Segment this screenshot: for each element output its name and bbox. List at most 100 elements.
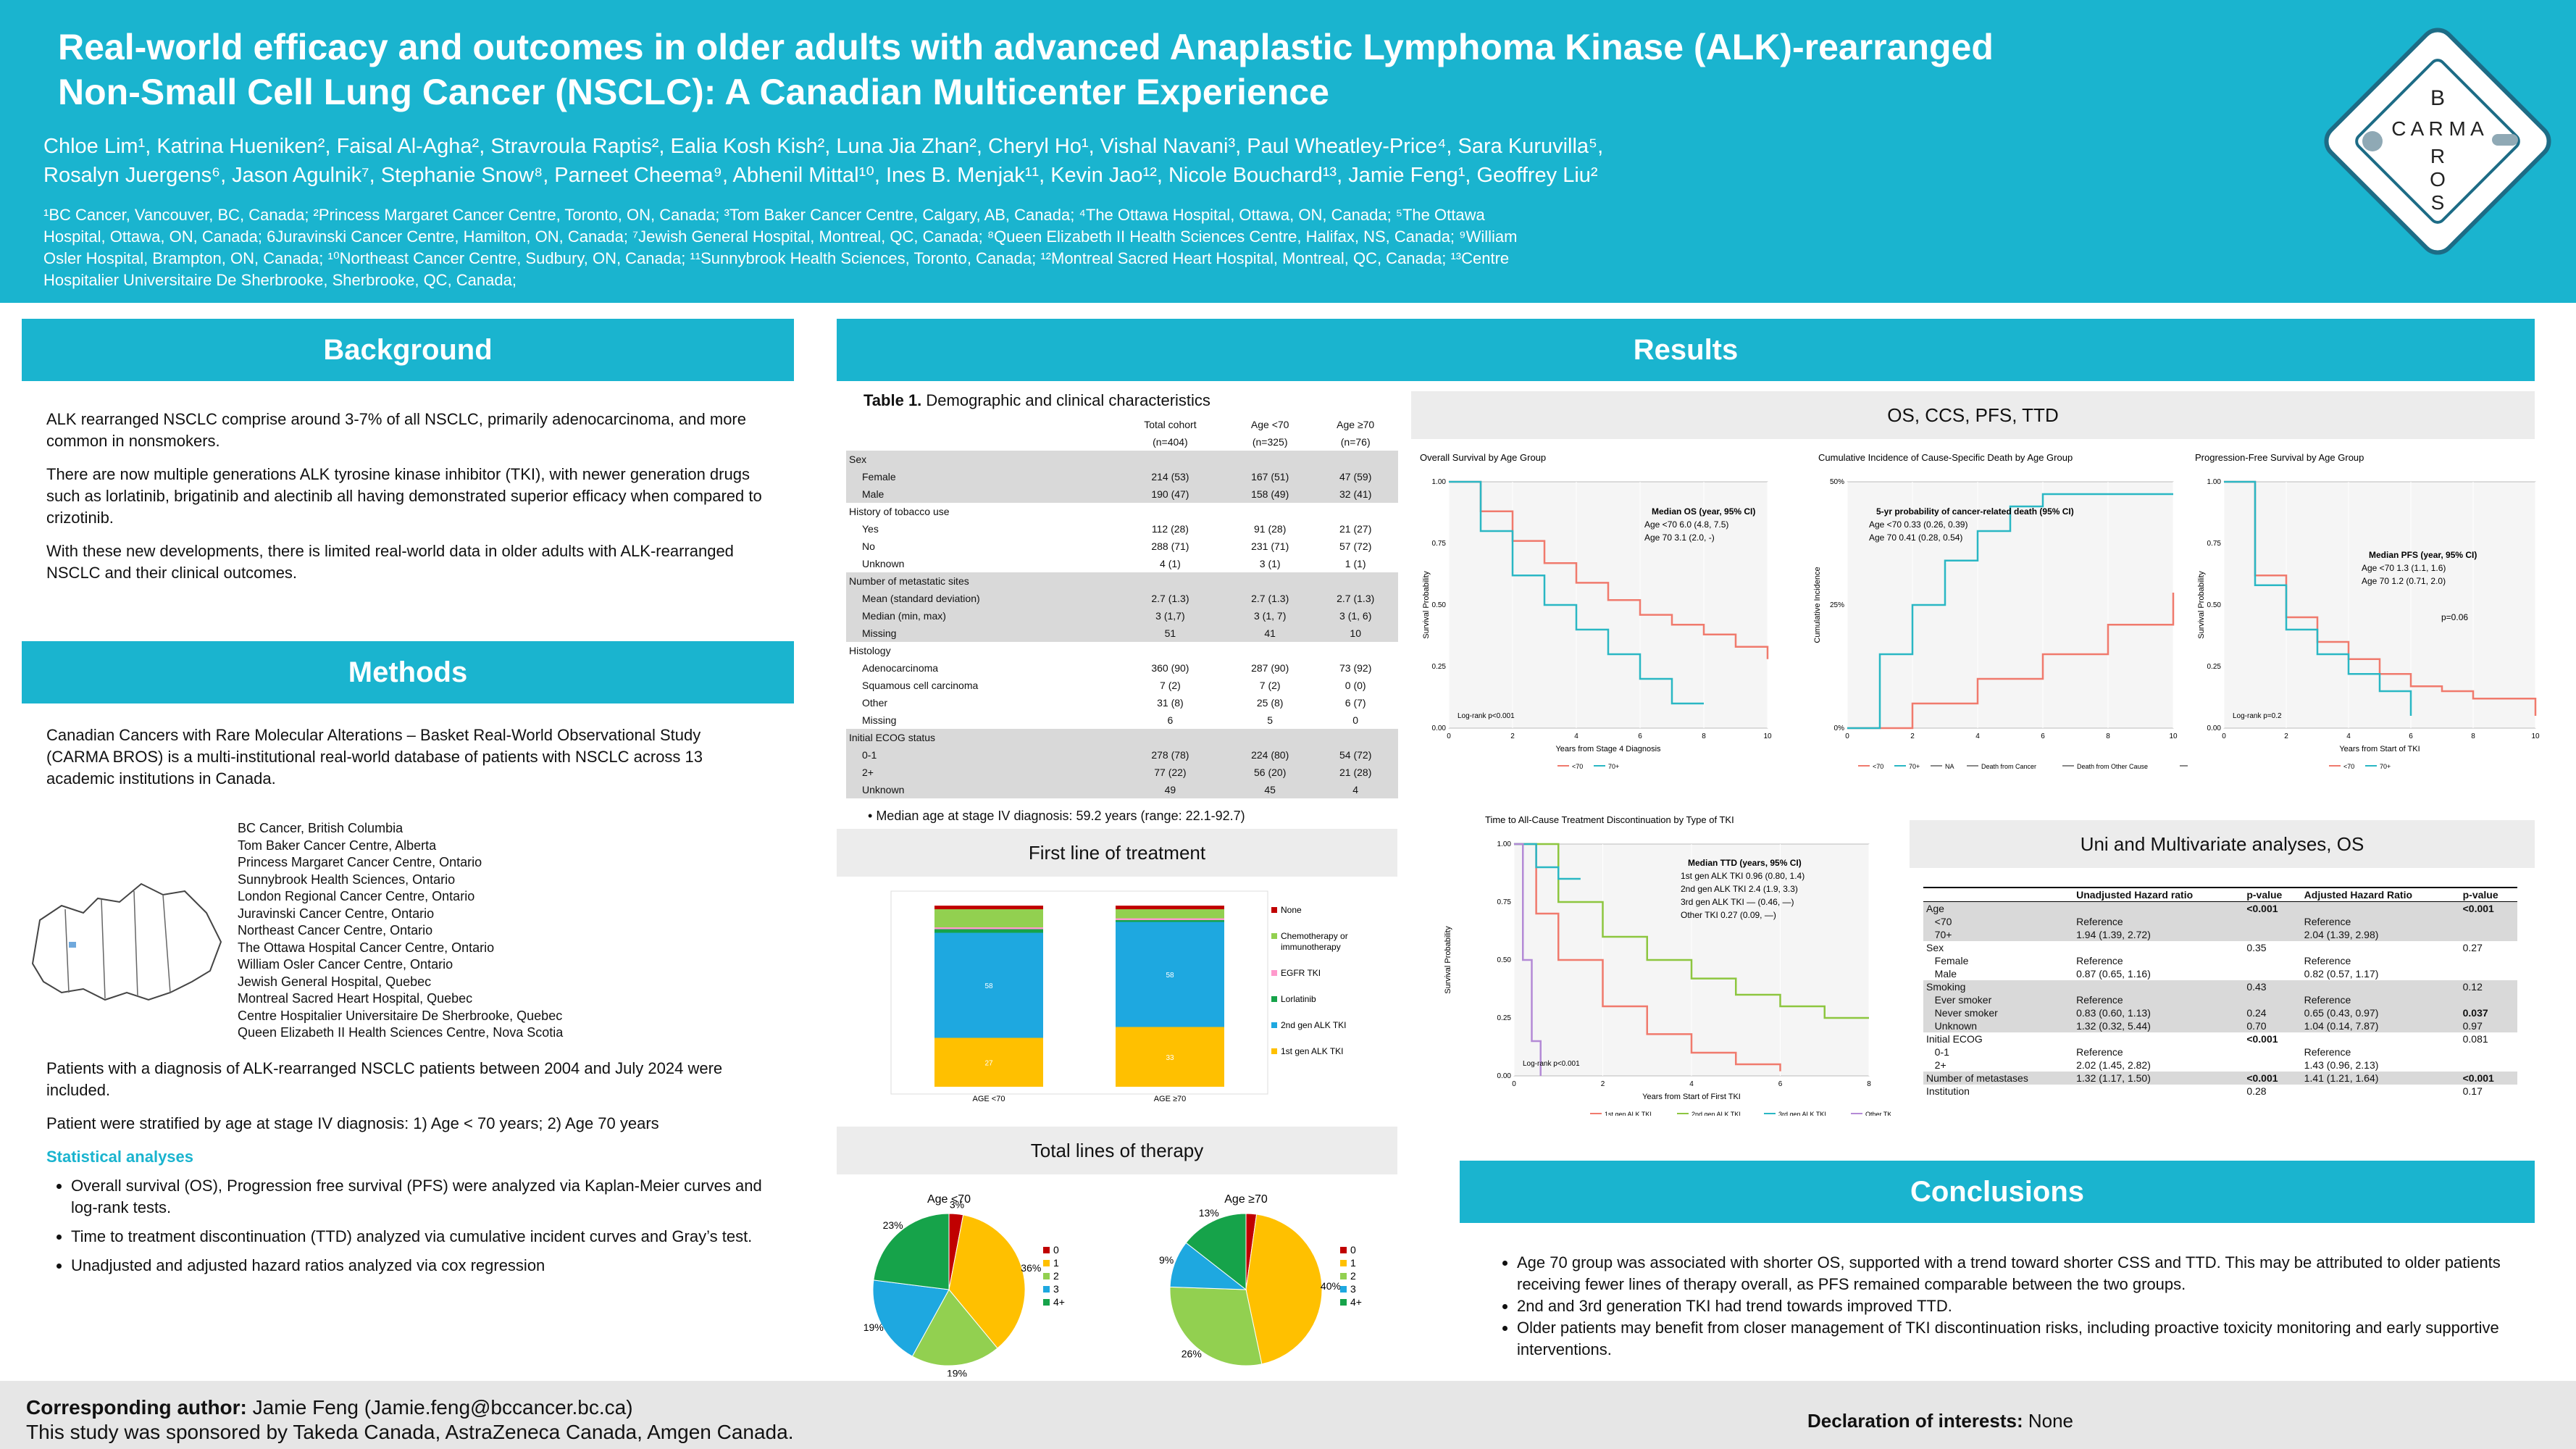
logrank-label: Log-rank p<0.001: [1523, 1060, 1580, 1068]
table-row: No 288 (71) 231 (71) 57 (72): [862, 540, 1372, 552]
legend-label: 4+: [1350, 1296, 1362, 1308]
series-line: [1514, 843, 1581, 880]
legend-swatch: [1043, 1247, 1050, 1253]
methods-text: Patients with a diagnosis of ALK-rearran…: [46, 1058, 764, 1284]
ccs-chart: Cumulative Incidence of Cause-Specific D…: [1813, 452, 2188, 770]
first-line-chart: 27 58 AGE <70 33 58 AGE ≥70 None Chemotherapy o…: [890, 890, 1348, 1103]
x-tick-label: 6: [1778, 1080, 1783, 1088]
series-line: [1514, 843, 1781, 1072]
y-tick-label: 25%: [1830, 601, 1844, 609]
methods-intro: Canadian Cancers with Rare Molecular Alt…: [46, 726, 703, 788]
legend-swatch: [1043, 1273, 1050, 1279]
table-row: Adenocarcinoma 360 (90) 287 (90) 73 (92): [862, 662, 1372, 674]
pie-slice: [1245, 1214, 1323, 1365]
pie-slice: [948, 1214, 1026, 1349]
x-tick-label: 2: [1910, 732, 1915, 740]
pfs-chart: Progression-Free Survival by Age Group 0 2…: [2195, 452, 2540, 770]
legend-label: 70+: [1909, 763, 1920, 770]
bar-segment: [934, 906, 1043, 909]
legend-label: 1: [1053, 1257, 1059, 1269]
conclusions-text: Age 70 group was associated with shorter…: [1492, 1252, 2521, 1361]
table-row: Missing 6 5 0: [862, 714, 1359, 726]
pill-icon: [2362, 131, 2383, 151]
hr-row: Number of metastases 1.32 (1.17, 1.50) <0.…: [1923, 1072, 2517, 1085]
x-axis-label: Years from Stage 4 Diagnosis: [1555, 745, 1661, 753]
x-tick-label: 8: [2471, 732, 2475, 740]
capsule-icon: [2492, 134, 2518, 146]
table-row: Mean (standard deviation) 2.7 (1.3) 2.7 (1…: [846, 590, 1398, 607]
table-header: Total cohort: [1144, 419, 1197, 430]
canada-map: [31, 882, 222, 1001]
bar-category-label: AGE ≥70: [1154, 1095, 1187, 1103]
x-tick-label: 2: [2284, 732, 2288, 740]
annotation-text: 3rd gen ALK TKI — (0.46, —): [1681, 897, 1794, 907]
site-item: Sunnybrook Health Sciences, Ontario: [238, 872, 456, 887]
hr-row: Male 0.87 (0.65, 1.16) 0.82 (0.57, 1.17): [1926, 968, 2379, 980]
hr-row: Unknown 1.32 (0.32, 5.44) 0.70 1.04 (0.14, …: [1923, 1019, 2517, 1032]
series-line: [2224, 480, 2537, 716]
annotation-text: Age 70 0.41 (0.28, 0.54): [1869, 533, 1962, 543]
footer: Corresponding author: Jamie Feng (Jamie.…: [0, 1381, 2576, 1449]
annotation-text: 1st gen ALK TKI 0.96 (0.80, 1.4): [1681, 871, 1805, 881]
site-item: Jewish General Hospital, Quebec: [238, 974, 432, 989]
legend-swatch: [1340, 1286, 1347, 1293]
hr-row: Female Reference Reference: [1926, 955, 2351, 966]
stats-bullet: Overall survival (OS), Progression free …: [71, 1175, 764, 1219]
hr-header: Unadjusted Hazard ratio: [2076, 889, 2194, 901]
y-tick-label: 0.75: [1497, 898, 1512, 906]
bar-value-label: 58: [1166, 972, 1174, 980]
conclusion-bullet: Older patients may benefit from closer m…: [1517, 1317, 2521, 1361]
annotation-text: Age <70 0.33 (0.26, 0.39): [1869, 519, 1967, 530]
x-tick-label: 4: [1975, 732, 1980, 740]
site-item: Montreal Sacred Heart Hospital, Quebec: [238, 991, 473, 1006]
series-line: [1514, 843, 1542, 1076]
bar-value-label: 33: [1166, 1054, 1174, 1062]
pie-slice: [1185, 1213, 1247, 1291]
site-item: The Ottawa Hospital Cancer Centre, Ontar…: [238, 940, 495, 955]
legend-swatch: [1271, 1022, 1277, 1028]
hazard-ratio-table: Unadjusted Hazard ratio p-value Adjusted…: [1923, 887, 2517, 1098]
legend-label: Lorlatinib: [1281, 994, 1316, 1004]
site-item: Princess Margaret Cancer Centre, Ontario: [238, 855, 482, 869]
bar-segment: [1116, 1027, 1224, 1087]
os-ccs-pfs-ttd-band: OS, CCS, PFS, TTD: [1411, 391, 2535, 439]
declaration: Declaration of interests: None: [1807, 1410, 2074, 1432]
chart-title: Overall Survival by Age Group: [1420, 452, 1546, 463]
table-row: 0-1 278 (78) 224 (80) 54 (72): [846, 746, 1398, 764]
affiliations: ¹BC Cancer, Vancouver, BC, Canada; ²Prin…: [43, 206, 1518, 289]
y-axis-label: Survival Probability: [1422, 571, 1431, 639]
legend-label: 2: [1350, 1270, 1356, 1282]
legend-swatch: [1043, 1286, 1050, 1293]
hr-row: Institution 0.28 0.17: [1926, 1085, 2483, 1097]
conclusion-bullet: Age 70 group was associated with shorter…: [1517, 1252, 2521, 1295]
x-tick-label: 6: [2041, 732, 2045, 740]
table-header: (n=325): [1252, 436, 1288, 448]
legend-label: 1: [1350, 1257, 1356, 1269]
x-tick-label: 4: [1689, 1080, 1694, 1088]
y-tick-label: 0.50: [1497, 956, 1512, 964]
hr-row: Ever smoker Reference Reference: [1923, 993, 2517, 1006]
y-tick-label: 1.00: [1497, 840, 1512, 848]
bar-segment: [934, 929, 1043, 933]
logo-letter-carma: C A R M A: [2391, 117, 2484, 140]
table-header: (n=404): [1153, 436, 1188, 448]
series-line: [1449, 480, 1769, 659]
results-heading: Results: [837, 319, 2535, 381]
chart-title: Time to All-Cause Treatment Discontinuat…: [1485, 814, 1734, 825]
pie-slice-label: 3%: [950, 1199, 964, 1211]
legend-label: 2nd gen ALK TKI: [1691, 1111, 1741, 1116]
logrank-label: Log-rank p<0.001: [1458, 712, 1515, 720]
background-text: ALK rearranged NSCLC comprise around 3-7…: [46, 410, 762, 582]
site-item: Centre Hospitalier Universitaire De Sher…: [238, 1008, 563, 1023]
y-tick-label: 0.25: [1432, 663, 1447, 671]
pie-slice-label: 9%: [1159, 1254, 1174, 1266]
hr-row: <70 Reference Reference: [1923, 915, 2517, 928]
table-row: Median (min, max) 3 (1,7) 3 (1, 7) 3 (1, 6): [846, 607, 1398, 625]
table-1-caption: Table 1. Demographic and clinical charac…: [863, 391, 1210, 409]
first-line-band: First line of treatment: [837, 829, 1397, 877]
poster-title: Real-world efficacy and outcomes in olde…: [58, 27, 1994, 112]
legend-label: <70: [2343, 763, 2354, 770]
annotation-title: Median OS (year, 95% CI): [1652, 506, 1755, 517]
legend-swatch: [1340, 1273, 1347, 1279]
pie-title: Age ≥70: [1224, 1193, 1268, 1206]
